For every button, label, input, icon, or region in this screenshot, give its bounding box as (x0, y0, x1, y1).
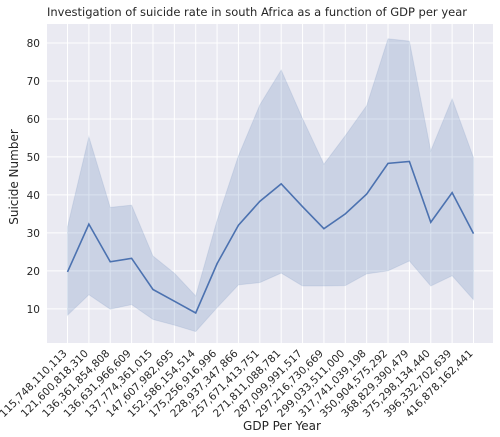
y-tick-label: 60 (27, 114, 40, 126)
x-tick-labels: 115,748,110,113121,600,818,310136,361,85… (0, 347, 476, 419)
confidence-band (67, 38, 474, 333)
grid-lines (47, 24, 493, 343)
y-tick-label: 30 (27, 228, 40, 240)
y-tick-label: 20 (27, 266, 40, 278)
y-tick-label: 10 (27, 304, 40, 316)
x-axis-label: GDP Per Year (243, 419, 321, 433)
y-tick-label: 70 (27, 76, 40, 88)
y-tick-labels: 10 20 30 40 50 60 70 80 (27, 38, 40, 316)
y-axis-label: Suicide Number (7, 129, 21, 225)
y-tick-label: 80 (27, 38, 40, 50)
series-line (66, 160, 475, 315)
chart-title: Investigation of suicide rate in south A… (47, 5, 467, 19)
plot-area (47, 24, 493, 343)
y-tick-label: 50 (27, 152, 40, 164)
y-tick-label: 40 (27, 190, 40, 202)
